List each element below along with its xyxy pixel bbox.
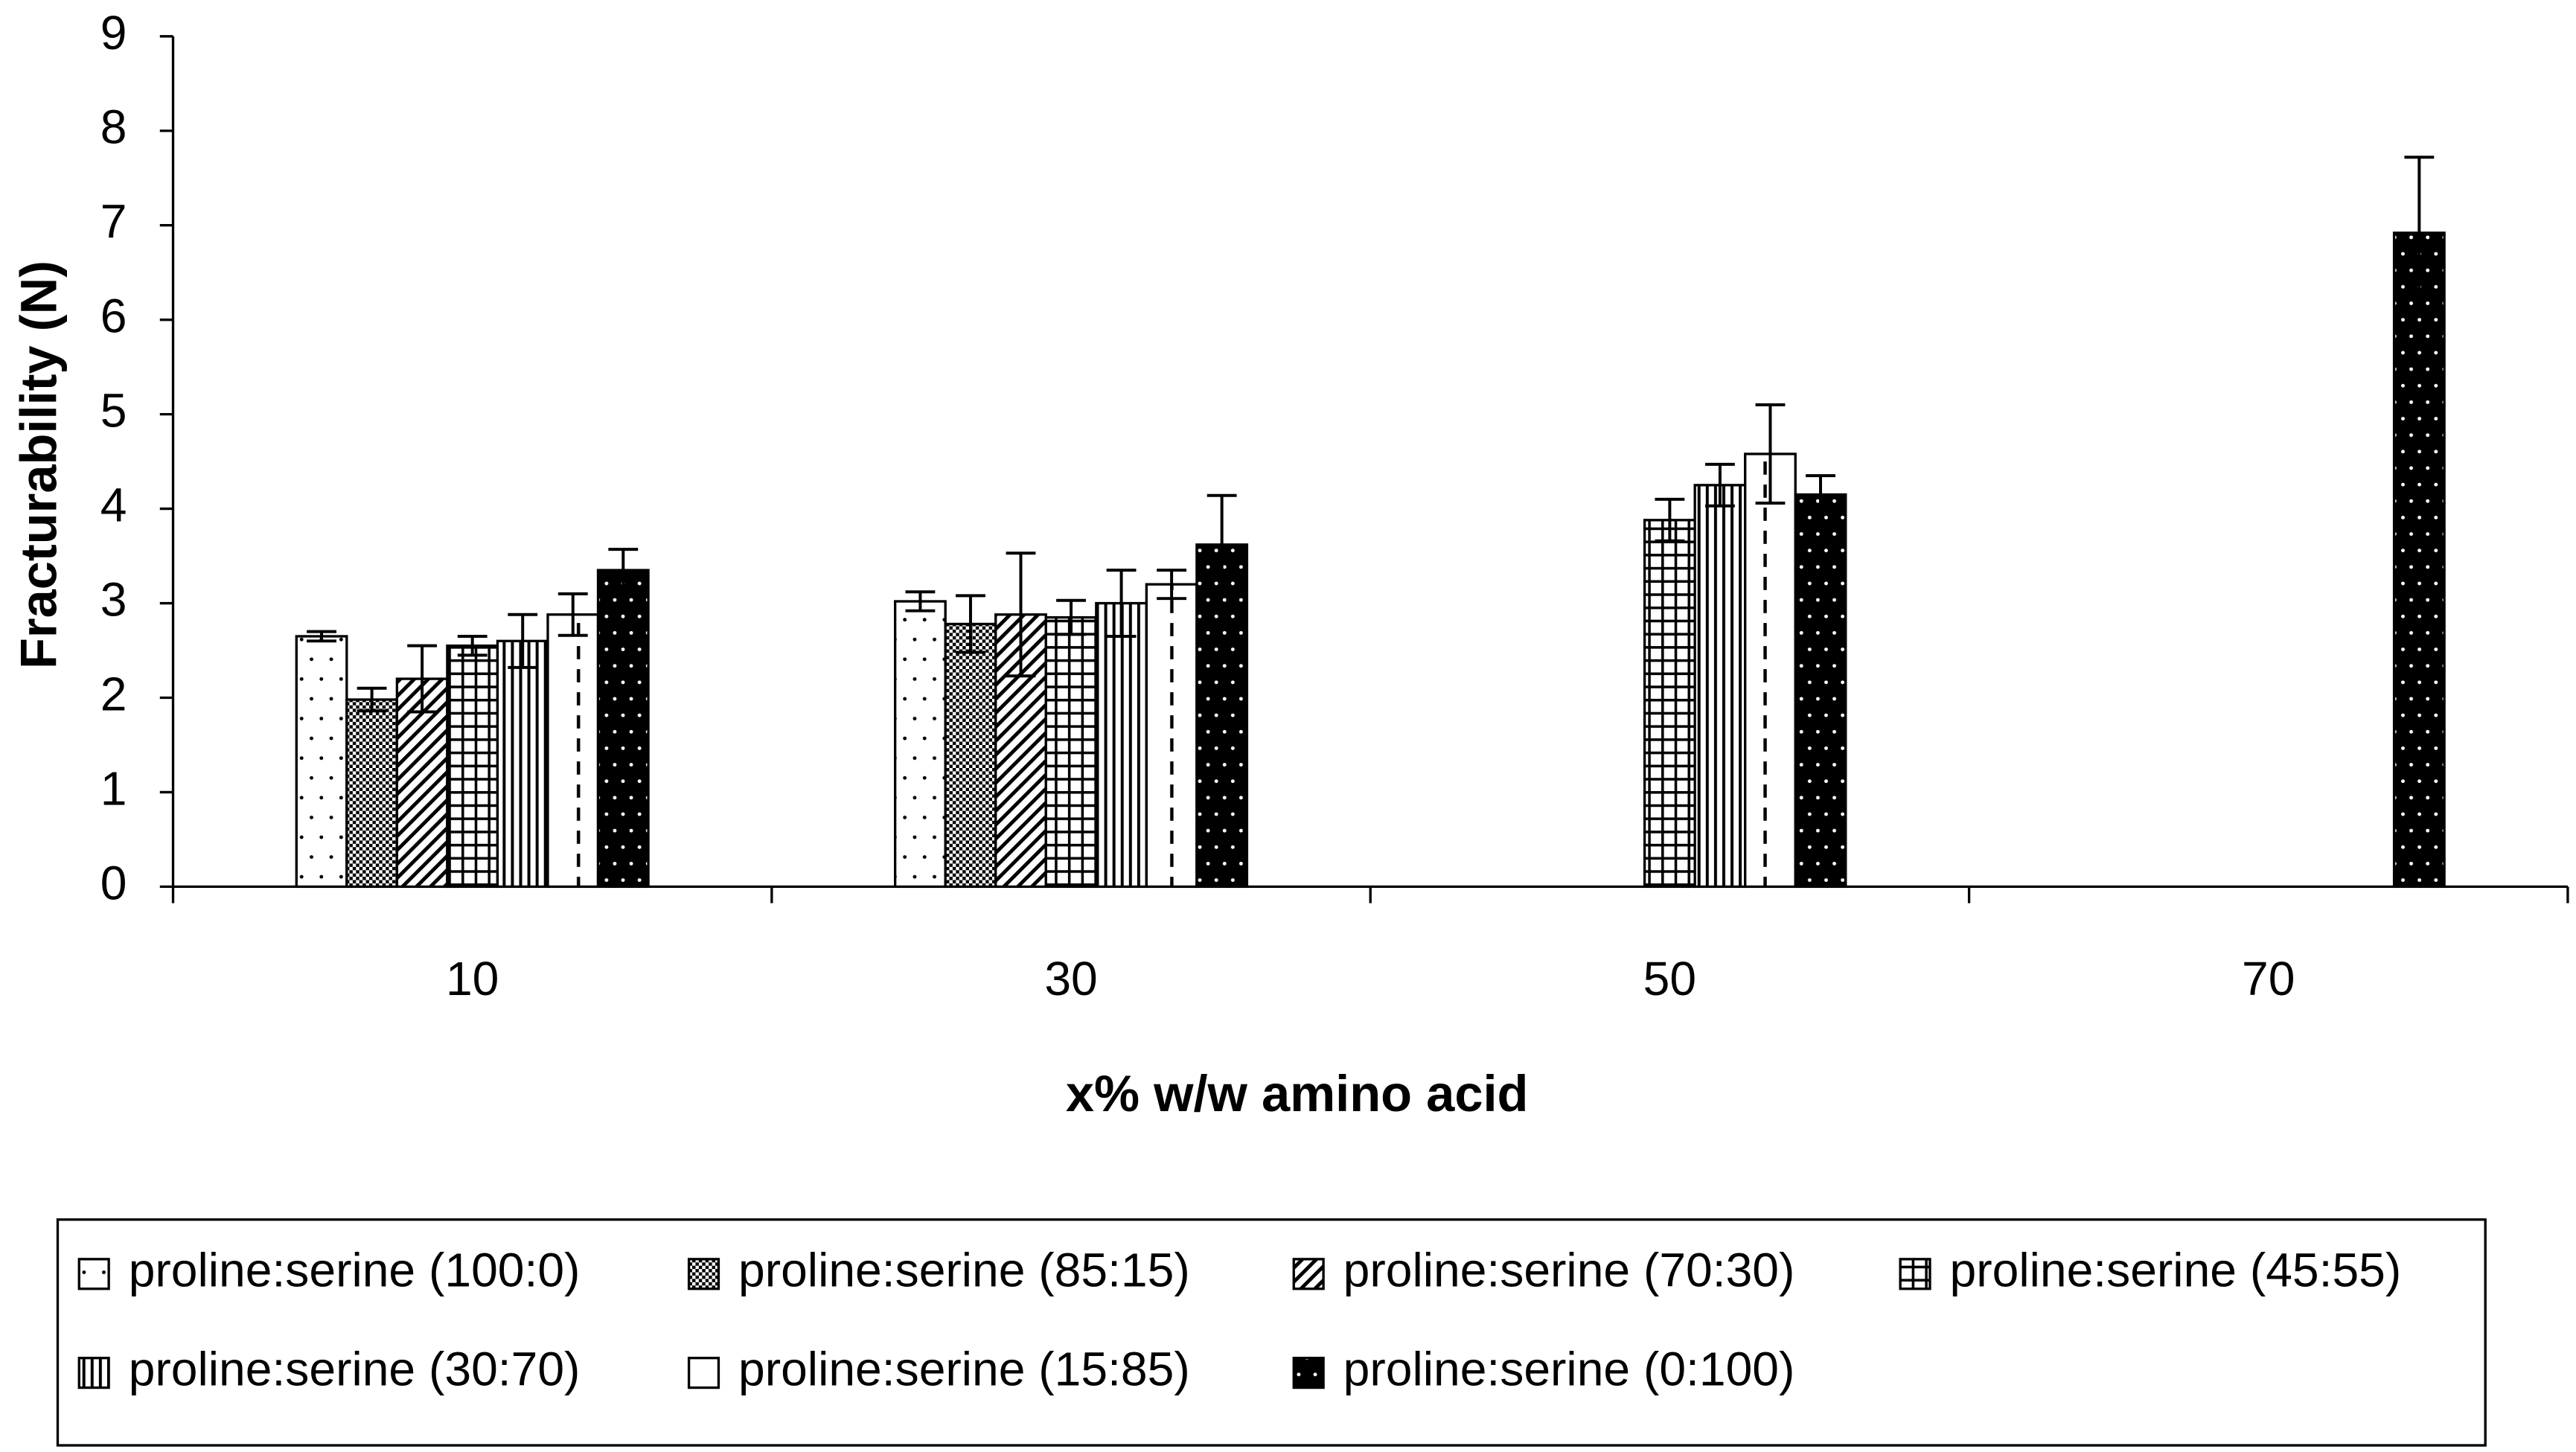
bar: [1643, 519, 1696, 889]
error-bar: [1705, 462, 1735, 508]
y-tick-label: 2: [100, 667, 127, 720]
y-tick-label: 8: [100, 100, 127, 154]
bar: [944, 622, 997, 889]
error-bar: [1056, 598, 1086, 636]
y-tick-label: 3: [100, 573, 127, 627]
error-bar: [557, 592, 588, 637]
bar: [446, 645, 499, 889]
y-tick-label: 6: [100, 290, 127, 343]
bar: [1693, 484, 1747, 889]
error-bar: [2404, 156, 2435, 310]
x-axis-title: x% w/w amino acid: [1066, 1065, 1529, 1122]
y-tick-label: 7: [100, 195, 127, 249]
bar: [1744, 452, 1797, 889]
error-bar: [608, 548, 639, 593]
y-axis-title: Fracturability (N): [10, 260, 68, 669]
x-tick-label: 10: [446, 952, 499, 1005]
legend-marker: [687, 1357, 720, 1389]
bar: [1095, 601, 1148, 889]
y-tick-label: 0: [100, 856, 127, 909]
legend-marker: [1899, 1258, 1931, 1291]
error-bar: [1006, 551, 1036, 678]
x-tick-label: 70: [2242, 952, 2295, 1005]
legend-label: proline:serine (100:0): [129, 1244, 581, 1297]
error-bar: [1655, 497, 1685, 543]
legend-box: [56, 1218, 2487, 1447]
x-tick-label: 30: [1044, 952, 1097, 1005]
x-tick-label: 50: [1643, 952, 1696, 1005]
bar: [1145, 583, 1198, 889]
bar: [295, 635, 348, 889]
legend-label: proline:serine (45:55): [1950, 1244, 2402, 1297]
y-tick-label: 9: [100, 6, 127, 60]
legend-label: proline:serine (15:85): [738, 1343, 1190, 1396]
legend-label: proline:serine (30:70): [129, 1343, 581, 1396]
bar: [546, 613, 600, 889]
error-bar: [407, 644, 438, 714]
y-tick-label: 4: [100, 479, 127, 532]
legend-label: proline:serine (70:30): [1343, 1244, 1795, 1297]
bar: [1195, 543, 1249, 889]
legend-marker: [77, 1357, 110, 1389]
error-bar: [905, 590, 936, 613]
error-bar: [1755, 403, 1786, 505]
error-bar: [1806, 474, 1835, 515]
error-bar: [307, 630, 337, 643]
legend-marker: [1292, 1357, 1325, 1389]
legend-marker: [77, 1258, 110, 1291]
bar: [395, 677, 449, 889]
error-bar: [956, 594, 985, 654]
bar: [893, 600, 947, 889]
error-bar: [457, 634, 488, 657]
legend-label: proline:serine (85:15): [738, 1244, 1190, 1297]
legend-marker: [1292, 1258, 1325, 1291]
error-bar: [1106, 569, 1137, 638]
legend-label: proline:serine (0:100): [1343, 1343, 1795, 1396]
bar: [596, 569, 650, 889]
bar: [345, 698, 399, 889]
error-bar: [357, 686, 387, 713]
bar: [1794, 493, 1847, 889]
y-tick-label: 5: [100, 384, 127, 438]
error-bar: [1157, 569, 1187, 601]
error-bar: [1206, 493, 1237, 595]
error-bar: [508, 613, 538, 669]
bar: [1044, 615, 1098, 889]
legend-marker: [687, 1258, 720, 1291]
bar: [496, 639, 549, 889]
bar: [2392, 231, 2446, 889]
y-tick-label: 1: [100, 761, 127, 815]
